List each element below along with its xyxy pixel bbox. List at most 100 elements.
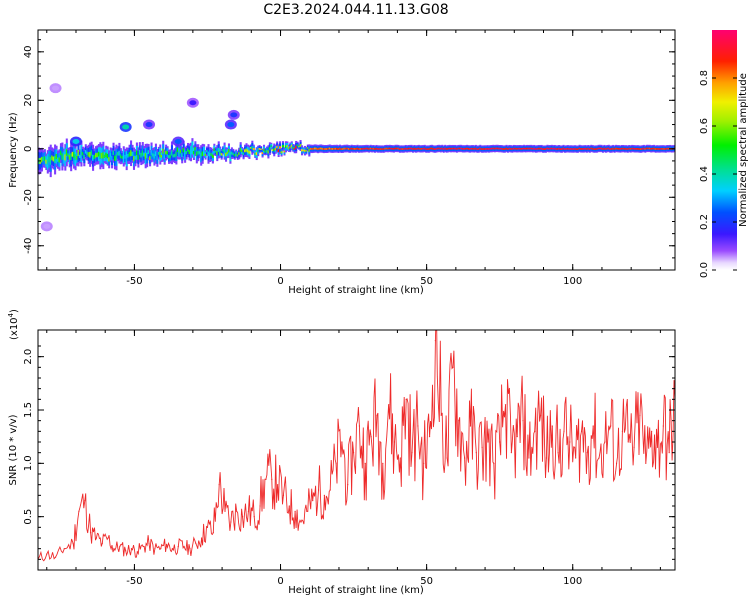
heatmap-cell bbox=[660, 148, 663, 150]
heatmap-cell bbox=[325, 148, 328, 150]
heatmap-cell bbox=[487, 148, 491, 150]
snr-data-point bbox=[399, 457, 401, 459]
heatmap-cell bbox=[334, 147, 337, 150]
heatmap-cell bbox=[97, 151, 100, 157]
heatmap-feature bbox=[145, 122, 153, 128]
heatmap-cell bbox=[333, 147, 336, 150]
heatmap-cell bbox=[663, 148, 666, 150]
heatmap-cell bbox=[308, 149, 311, 152]
heatmap-cell bbox=[366, 147, 369, 150]
top-y-tick-label: 40 bbox=[23, 45, 34, 58]
heatmap-cell bbox=[156, 155, 159, 160]
heatmap-cell bbox=[87, 152, 90, 157]
heatmap-cell bbox=[315, 147, 318, 150]
snr-data-point bbox=[317, 489, 320, 491]
heatmap-cell bbox=[658, 148, 661, 150]
heatmap-cell bbox=[520, 147, 523, 150]
heatmap-feature bbox=[72, 139, 80, 145]
heatmap-cell bbox=[376, 148, 380, 150]
heatmap-cell bbox=[176, 147, 179, 152]
heatmap-cell bbox=[559, 148, 562, 150]
snr-data-point bbox=[265, 478, 267, 480]
heatmap-cell bbox=[306, 147, 309, 149]
heatmap-cell bbox=[360, 148, 363, 150]
heatmap-cell bbox=[395, 147, 399, 150]
snr-data-point bbox=[72, 542, 74, 544]
heatmap-cell bbox=[635, 148, 638, 150]
heatmap-cell bbox=[489, 147, 492, 150]
heatmap-cell bbox=[67, 153, 70, 157]
heatmap-cell bbox=[479, 147, 482, 150]
heatmap-cell bbox=[379, 148, 382, 150]
snr-data-point bbox=[148, 542, 150, 544]
heatmap-cell bbox=[225, 152, 228, 157]
heatmap-cell bbox=[496, 147, 499, 150]
heatmap-cell bbox=[582, 148, 586, 150]
snr-data-point bbox=[393, 441, 396, 443]
heatmap-cell bbox=[542, 148, 545, 150]
heatmap-cell bbox=[162, 148, 165, 154]
heatmap-cell bbox=[555, 148, 558, 150]
colorbar-label: Normalized spectral amplitude bbox=[738, 73, 749, 227]
bottom-plot-frame bbox=[37, 329, 676, 571]
snr-data-point bbox=[487, 441, 489, 443]
heatmap-cell bbox=[610, 148, 613, 150]
heatmap-cell bbox=[607, 147, 610, 150]
heatmap-cell bbox=[170, 150, 174, 156]
snr-data-point bbox=[522, 420, 524, 422]
heatmap-cell bbox=[274, 148, 277, 151]
snr-data-point bbox=[271, 478, 273, 480]
heatmap-cell bbox=[309, 147, 312, 150]
heatmap-cell bbox=[163, 155, 166, 159]
heatmap-cell bbox=[369, 147, 372, 150]
heatmap-cell bbox=[344, 147, 347, 150]
heatmap-cell bbox=[204, 153, 207, 156]
snr-data-point bbox=[323, 494, 325, 496]
heatmap-cell bbox=[62, 155, 65, 160]
top-y-tick-label: 0 bbox=[23, 146, 34, 152]
heatmap-cell bbox=[422, 147, 425, 150]
heatmap-cell bbox=[623, 148, 626, 150]
heatmap-feature bbox=[227, 122, 235, 128]
bottom-ticks: -50 0 50 100 0.5 1.0 1.5 2.0 bbox=[23, 330, 675, 587]
heatmap-cell bbox=[528, 147, 531, 150]
heatmap-cell bbox=[661, 148, 664, 150]
heatmap-cell bbox=[587, 147, 590, 150]
snr-data-point bbox=[534, 430, 536, 432]
heatmap-cell bbox=[75, 155, 79, 160]
heatmap-cell bbox=[651, 147, 654, 150]
heatmap-cell bbox=[594, 148, 597, 150]
snr-data-point bbox=[592, 425, 594, 427]
snr-data-point bbox=[458, 420, 460, 422]
heatmap-cell bbox=[273, 148, 276, 152]
heatmap-cell bbox=[289, 146, 292, 149]
heatmap-cell bbox=[410, 147, 413, 150]
heatmap-cell bbox=[103, 154, 106, 158]
heatmap-cell bbox=[246, 149, 249, 153]
heatmap-cell bbox=[284, 145, 287, 149]
snr-data-point bbox=[160, 548, 162, 550]
heatmap-cell bbox=[388, 147, 391, 150]
snr-data-point bbox=[177, 545, 179, 548]
heatmap-cell bbox=[226, 151, 229, 155]
snr-data-point bbox=[411, 452, 413, 454]
colorbar-tick-label: 0.8 bbox=[699, 70, 710, 86]
colorbar-tick-label: 0.6 bbox=[699, 118, 710, 134]
heatmap-cell bbox=[575, 148, 578, 150]
heatmap-cell bbox=[490, 147, 493, 150]
snr-data-point bbox=[405, 398, 407, 400]
heatmap-cell bbox=[523, 147, 526, 150]
heatmap-cell bbox=[612, 147, 615, 150]
heatmap-cell bbox=[511, 148, 514, 150]
top-yaxis-label: Frequency (Hz) bbox=[8, 112, 19, 188]
heatmap-cell bbox=[318, 147, 321, 150]
top-x-tick-label: 0 bbox=[277, 276, 283, 287]
snr-data-point bbox=[230, 521, 232, 523]
heatmap-cell bbox=[372, 147, 375, 150]
heatmap-cell bbox=[357, 148, 361, 150]
heatmap-cell bbox=[213, 148, 216, 152]
heatmap-cell bbox=[276, 145, 279, 149]
heatmap-cell bbox=[109, 153, 112, 157]
heatmap-cell bbox=[233, 154, 236, 157]
heatmap-cell bbox=[420, 147, 423, 150]
